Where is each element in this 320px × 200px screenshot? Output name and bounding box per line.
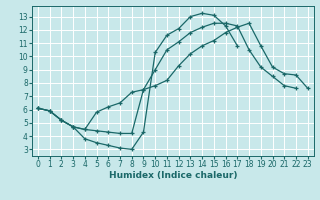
X-axis label: Humidex (Indice chaleur): Humidex (Indice chaleur): [108, 171, 237, 180]
